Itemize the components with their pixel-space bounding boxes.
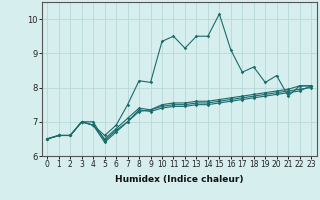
X-axis label: Humidex (Indice chaleur): Humidex (Indice chaleur) [115, 175, 244, 184]
